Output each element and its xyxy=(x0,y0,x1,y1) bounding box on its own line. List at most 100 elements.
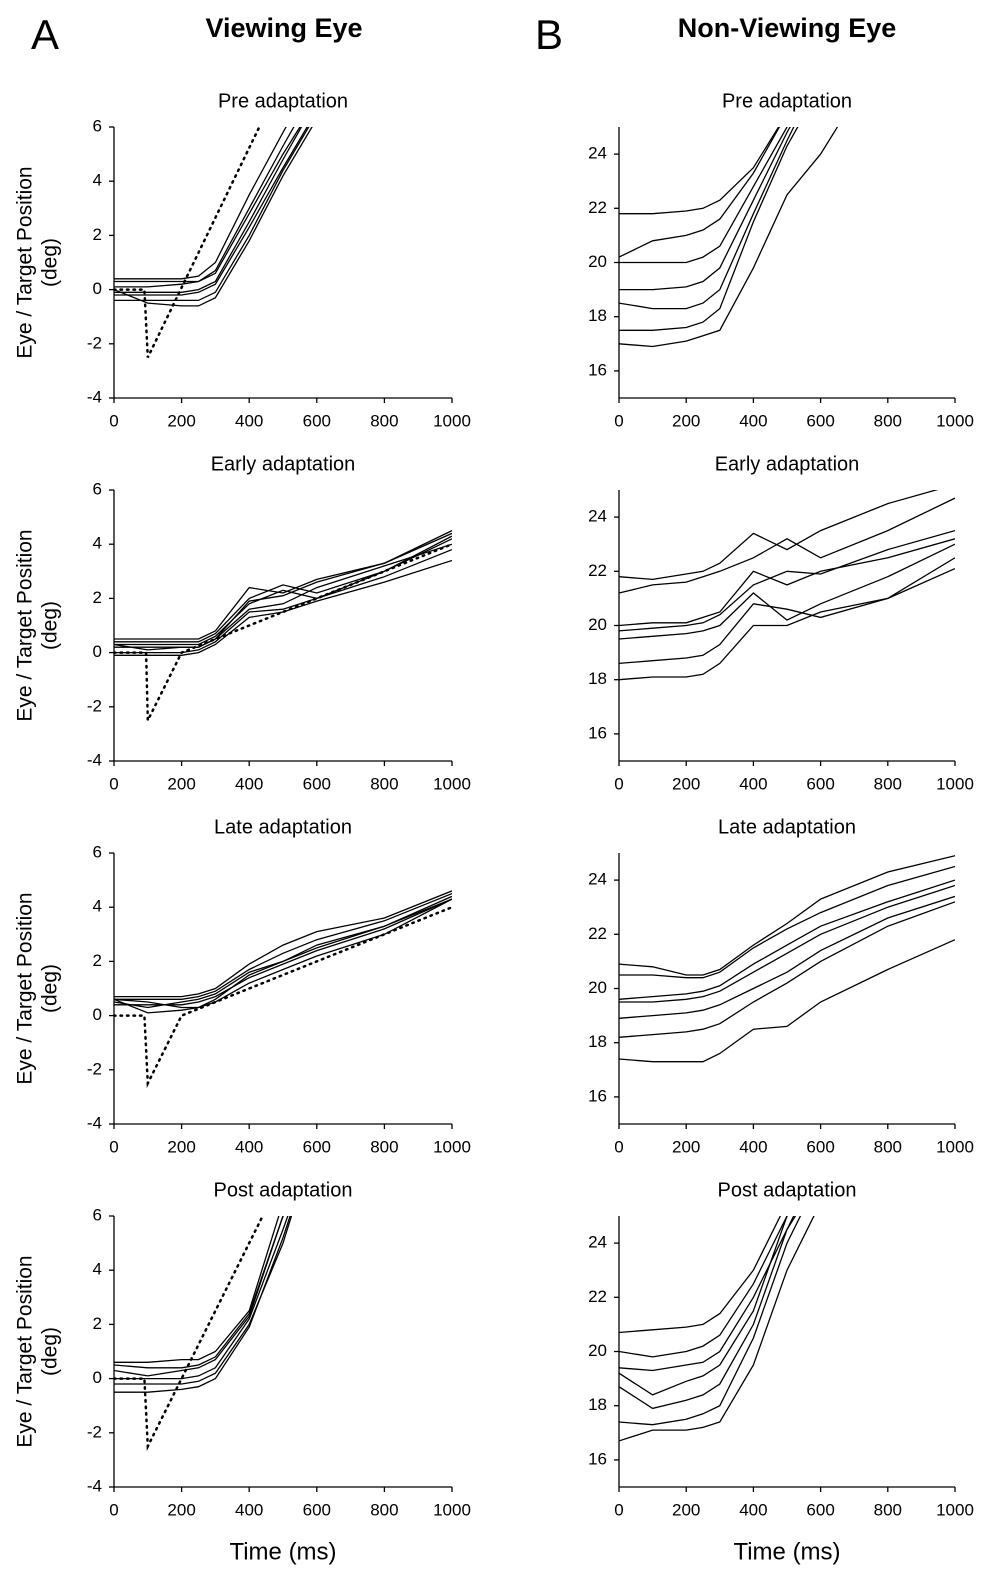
eye-trace xyxy=(619,901,955,1038)
x-tick-label: 1000 xyxy=(433,1137,471,1156)
y-tick-label: 22 xyxy=(588,924,607,943)
column-title: Viewing Eye xyxy=(205,13,362,43)
eye-trace xyxy=(619,127,788,264)
x-tick-label: 600 xyxy=(303,411,331,430)
x-tick-label: 800 xyxy=(874,1137,902,1156)
eye-trace xyxy=(619,557,955,665)
y-tick-label: 24 xyxy=(588,870,607,889)
y-tick-label: 20 xyxy=(588,615,607,634)
eye-trace xyxy=(619,879,955,1000)
y-tick-label: 18 xyxy=(588,1032,607,1051)
y-tick-label: 20 xyxy=(588,252,607,271)
eye-trace xyxy=(619,127,780,215)
x-tick-label: 400 xyxy=(739,774,767,793)
eye-trace xyxy=(619,1216,797,1372)
y-tick-label: 2 xyxy=(93,951,102,970)
y-axis-label: Eye / Target Position xyxy=(14,1255,37,1447)
panel-title: Pre adaptation xyxy=(218,90,348,112)
x-tick-label: 200 xyxy=(672,1500,700,1519)
x-tick-label: 800 xyxy=(874,411,902,430)
eye-trace xyxy=(114,530,452,640)
eye-trace xyxy=(114,1216,291,1393)
y-tick-label: 22 xyxy=(588,1287,607,1306)
y-tick-label: -4 xyxy=(87,1113,102,1132)
eye-trace xyxy=(619,1216,788,1396)
x-tick-label: 200 xyxy=(167,1500,195,1519)
y-tick-label: 18 xyxy=(588,306,607,325)
y-tick-label: 0 xyxy=(93,279,102,298)
x-tick-label: 200 xyxy=(672,1137,700,1156)
y-tick-label: -4 xyxy=(87,750,102,769)
y-tick-label: 0 xyxy=(93,1005,102,1024)
eye-trace xyxy=(619,543,955,640)
x-tick-label: 800 xyxy=(370,1137,398,1156)
plot-area xyxy=(114,890,452,1089)
y-axis-label: (deg) xyxy=(39,238,62,287)
y-tick-label: 16 xyxy=(588,1086,607,1105)
eye-trace xyxy=(114,1216,293,1385)
x-tick-label: 0 xyxy=(614,1500,623,1519)
eye-trace xyxy=(619,127,781,258)
x-tick-label: 600 xyxy=(806,411,834,430)
eye-trace xyxy=(619,1216,795,1410)
x-tick-label: 0 xyxy=(109,411,118,430)
panel-title: Late adaptation xyxy=(718,816,856,838)
x-tick-label: 1000 xyxy=(936,1137,974,1156)
eye-trace xyxy=(619,127,791,291)
y-tick-label: 24 xyxy=(588,1233,607,1252)
x-tick-label: 600 xyxy=(806,774,834,793)
y-tick-label: 4 xyxy=(93,897,102,916)
eye-trace xyxy=(114,543,452,648)
y-tick-label: 4 xyxy=(93,171,102,190)
eye-trace xyxy=(619,855,955,976)
x-tick-label: 400 xyxy=(235,411,263,430)
panel-title: Pre adaptation xyxy=(722,90,852,112)
x-tick-label: 0 xyxy=(614,774,623,793)
y-tick-label: 18 xyxy=(588,669,607,688)
eye-trace xyxy=(114,127,313,307)
y-tick-label: 4 xyxy=(93,1260,102,1279)
x-tick-label: 200 xyxy=(672,774,700,793)
panel-letter: B xyxy=(535,11,563,58)
y-tick-label: -2 xyxy=(87,1059,102,1078)
target-trace xyxy=(114,1216,264,1452)
x-tick-label: 800 xyxy=(370,411,398,430)
y-axis-label: Eye / Target Position xyxy=(14,166,37,358)
plot-area xyxy=(619,490,955,681)
y-tick-label: 2 xyxy=(93,225,102,244)
eye-trace xyxy=(114,1216,280,1363)
eye-trace xyxy=(114,532,452,651)
target-trace xyxy=(114,542,452,721)
y-tick-label: 0 xyxy=(93,1368,102,1387)
plot-area xyxy=(619,127,839,348)
x-tick-label: 800 xyxy=(370,774,398,793)
y-tick-label: 22 xyxy=(588,198,607,217)
panel-title: Early adaptation xyxy=(715,453,860,475)
eye-trace xyxy=(114,127,308,296)
y-tick-label: 18 xyxy=(588,1395,607,1414)
y-tick-label: 6 xyxy=(93,479,102,498)
eye-trace xyxy=(114,898,452,1009)
x-tick-label: 400 xyxy=(739,1500,767,1519)
x-tick-label: 600 xyxy=(806,1137,834,1156)
y-tick-label: 16 xyxy=(588,1449,607,1468)
y-tick-label: -4 xyxy=(87,387,102,406)
eye-trace xyxy=(114,895,452,1009)
x-tick-label: 0 xyxy=(614,1137,623,1156)
eye-trace xyxy=(114,898,452,1014)
eye-trace xyxy=(114,127,295,283)
y-tick-label: 24 xyxy=(588,144,607,163)
x-tick-label: 200 xyxy=(167,1137,195,1156)
eye-trace xyxy=(114,127,287,280)
eye-trace xyxy=(114,1216,284,1369)
eye-trace xyxy=(619,490,939,581)
eye-trace xyxy=(619,1216,815,1442)
y-tick-label: 6 xyxy=(93,116,102,135)
eye-trace xyxy=(619,568,955,681)
eye-trace xyxy=(619,1216,802,1426)
target-trace xyxy=(114,127,261,358)
panel-letter: A xyxy=(31,11,59,58)
y-axis-label: Eye / Target Position xyxy=(14,892,37,1084)
x-tick-label: 1000 xyxy=(936,774,974,793)
x-tick-label: 600 xyxy=(806,1500,834,1519)
